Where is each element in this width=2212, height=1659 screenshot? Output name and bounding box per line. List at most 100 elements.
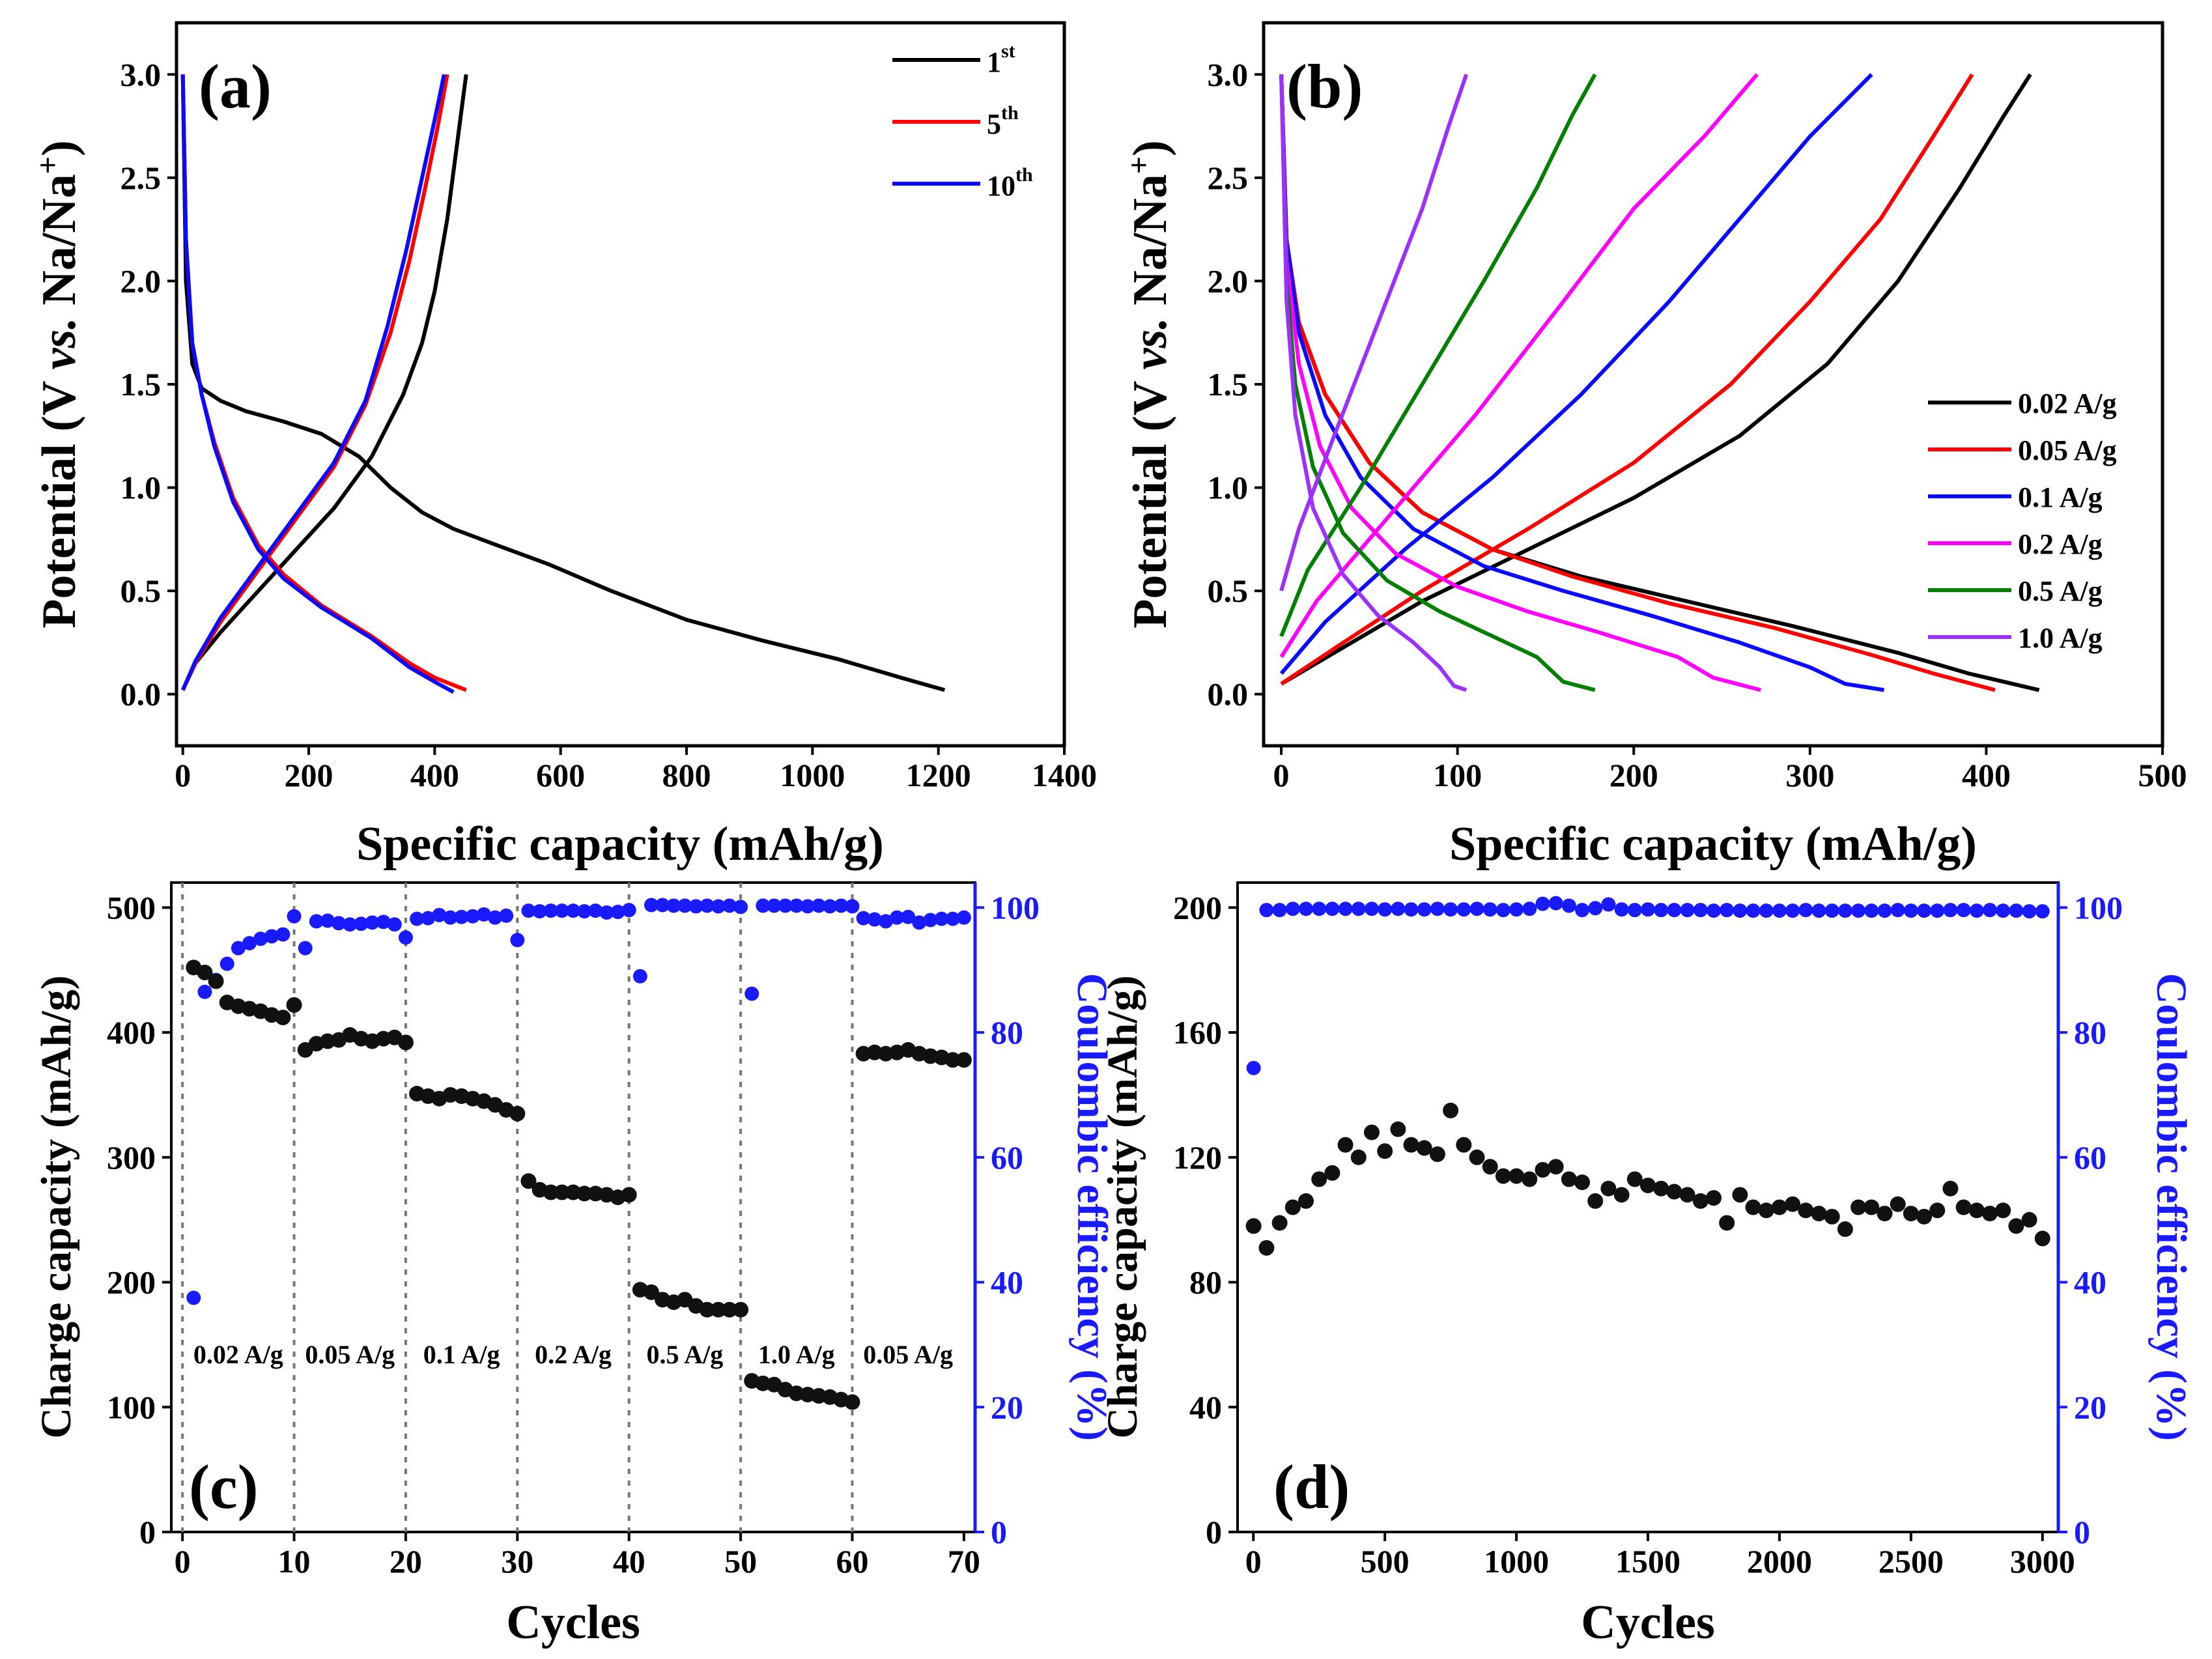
efficiency-point: [1877, 903, 1892, 918]
panel-a-label: (a): [199, 51, 272, 121]
capacity-point: [1968, 1202, 1985, 1219]
efficiency-point: [197, 984, 212, 999]
panel-a: (a) 0 200 400 600 800 1000 1200 1400 0.0 0.5 1.0 1…: [31, 21, 1097, 871]
capacity-point: [1916, 1208, 1933, 1225]
capacity-point: [1850, 1199, 1867, 1215]
efficiency-point: [1575, 903, 1590, 918]
panel-c-rate-separators: [181, 883, 854, 1532]
efficiency-point: [890, 910, 905, 925]
efficiency-point: [632, 969, 647, 984]
capacity-point: [1574, 1174, 1591, 1191]
charge-curve-0-02-a-g: [1280, 73, 2032, 686]
capacity-point: [1403, 1137, 1419, 1153]
panel-b-x-axis-label: Specific capacity (mAh/g): [1449, 817, 1977, 871]
efficiency-point: [1285, 901, 1300, 916]
efficiency-point: [264, 929, 279, 944]
capacity-point: [1798, 1202, 1814, 1219]
capacity-point: [1785, 1196, 1801, 1212]
capacity-point: [1311, 1171, 1327, 1187]
x-tick-label: 1000: [780, 757, 845, 793]
y-tick-label: 0.0: [121, 676, 162, 713]
capacity-point: [1298, 1193, 1314, 1209]
legend-label: 0.2 A/g: [2018, 528, 2103, 560]
efficiency-point: [1811, 903, 1826, 918]
efficiency-point: [1430, 901, 1445, 916]
efficiency-point: [499, 908, 514, 923]
panel-a-x-ticks: 0 200 400 600 800 1000 1200 1400: [175, 746, 1097, 793]
panel-c-y2-axis-label: Coulombic efficiency (%): [1068, 973, 1116, 1441]
efficiency-point: [1943, 903, 1958, 918]
x-tick-label: 500: [1361, 1543, 1410, 1580]
discharge-curve-1st: [180, 74, 946, 692]
panel-b-curves: [1279, 73, 2040, 692]
capacity-point: [2021, 1212, 2037, 1228]
panel-d-y2-ticks: 0 20 40 60 80 100: [2058, 889, 2123, 1550]
efficiency-point: [1996, 903, 2011, 918]
y2-tick-label: 100: [991, 889, 1040, 926]
capacity-point: [1811, 1206, 1827, 1222]
efficiency-point: [298, 941, 313, 956]
capacity-point: [2034, 1230, 2050, 1247]
efficiency-point: [1417, 902, 1432, 917]
efficiency-point: [454, 909, 469, 924]
efficiency-point: [410, 911, 425, 926]
efficiency-point: [320, 913, 335, 928]
capacity-point: [1258, 1240, 1275, 1256]
efficiency-point: [1469, 901, 1484, 916]
capacity-point: [1443, 1102, 1459, 1118]
efficiency-point: [1654, 903, 1669, 918]
capacity-point: [554, 1184, 570, 1200]
capacity-point: [1350, 1149, 1367, 1165]
capacity-point: [1363, 1124, 1380, 1141]
efficiency-point: [778, 898, 793, 913]
efficiency-point: [421, 911, 436, 926]
efficiency-point: [1404, 902, 1419, 917]
efficiency-point: [332, 916, 347, 931]
y2-tick-label: 20: [991, 1389, 1023, 1425]
x-tick-label: 10: [278, 1543, 311, 1580]
rate-label: 0.05 A/g: [305, 1340, 395, 1369]
efficiency-point: [677, 898, 692, 913]
panel-c-y-axis-label: Charge capacity (mAh/g): [33, 975, 80, 1438]
capacity-point: [1692, 1193, 1709, 1209]
efficiency-point: [588, 903, 603, 918]
capacity-point: [1929, 1202, 1946, 1219]
charge-curve-1-0-a-g: [1279, 74, 1469, 591]
capacity-point: [1587, 1193, 1604, 1209]
efficiency-point: [956, 910, 971, 925]
efficiency-point: [923, 913, 938, 928]
efficiency-point: [1837, 903, 1852, 918]
capacity-point: [1679, 1187, 1695, 1203]
capacity-point: [208, 973, 224, 989]
capacity-point: [1271, 1215, 1288, 1231]
efficiency-point: [1930, 903, 1945, 918]
y-tick-label: 3.0: [121, 56, 162, 92]
efficiency-point: [800, 899, 815, 914]
efficiency-point: [2009, 903, 2024, 918]
efficiency-point: [1456, 902, 1471, 917]
y-tick-label: 40: [1189, 1389, 1222, 1425]
efficiency-point: [1272, 903, 1287, 918]
y2-tick-label: 80: [991, 1014, 1023, 1051]
capacity-point: [2008, 1218, 2024, 1234]
efficiency-point: [1759, 903, 1774, 918]
efficiency-point: [1680, 903, 1695, 918]
rate-label: 0.1 A/g: [423, 1340, 500, 1369]
capacity-point: [1337, 1137, 1354, 1153]
capacity-point: [1284, 1199, 1301, 1215]
efficiency-point: [700, 898, 715, 913]
panel-a-frame: [175, 21, 1066, 748]
efficiency-point: [1259, 903, 1274, 918]
y2-tick-label: 80: [2074, 1014, 2106, 1051]
discharge-curve-0-2-a-g: [1279, 74, 1761, 692]
panel-d-points: [1245, 896, 2050, 1256]
efficiency-point: [845, 899, 860, 914]
panel-c-x-ticks: 0 10 20 30 40 50 60 70: [175, 1532, 980, 1580]
x-tick-label: 600: [536, 757, 585, 793]
y-tick-label: 2.0: [1208, 262, 1249, 299]
x-tick-label: 50: [724, 1543, 757, 1580]
efficiency-point: [253, 931, 268, 946]
x-tick-label: 1000: [1484, 1543, 1549, 1580]
efficiency-point: [432, 907, 447, 922]
